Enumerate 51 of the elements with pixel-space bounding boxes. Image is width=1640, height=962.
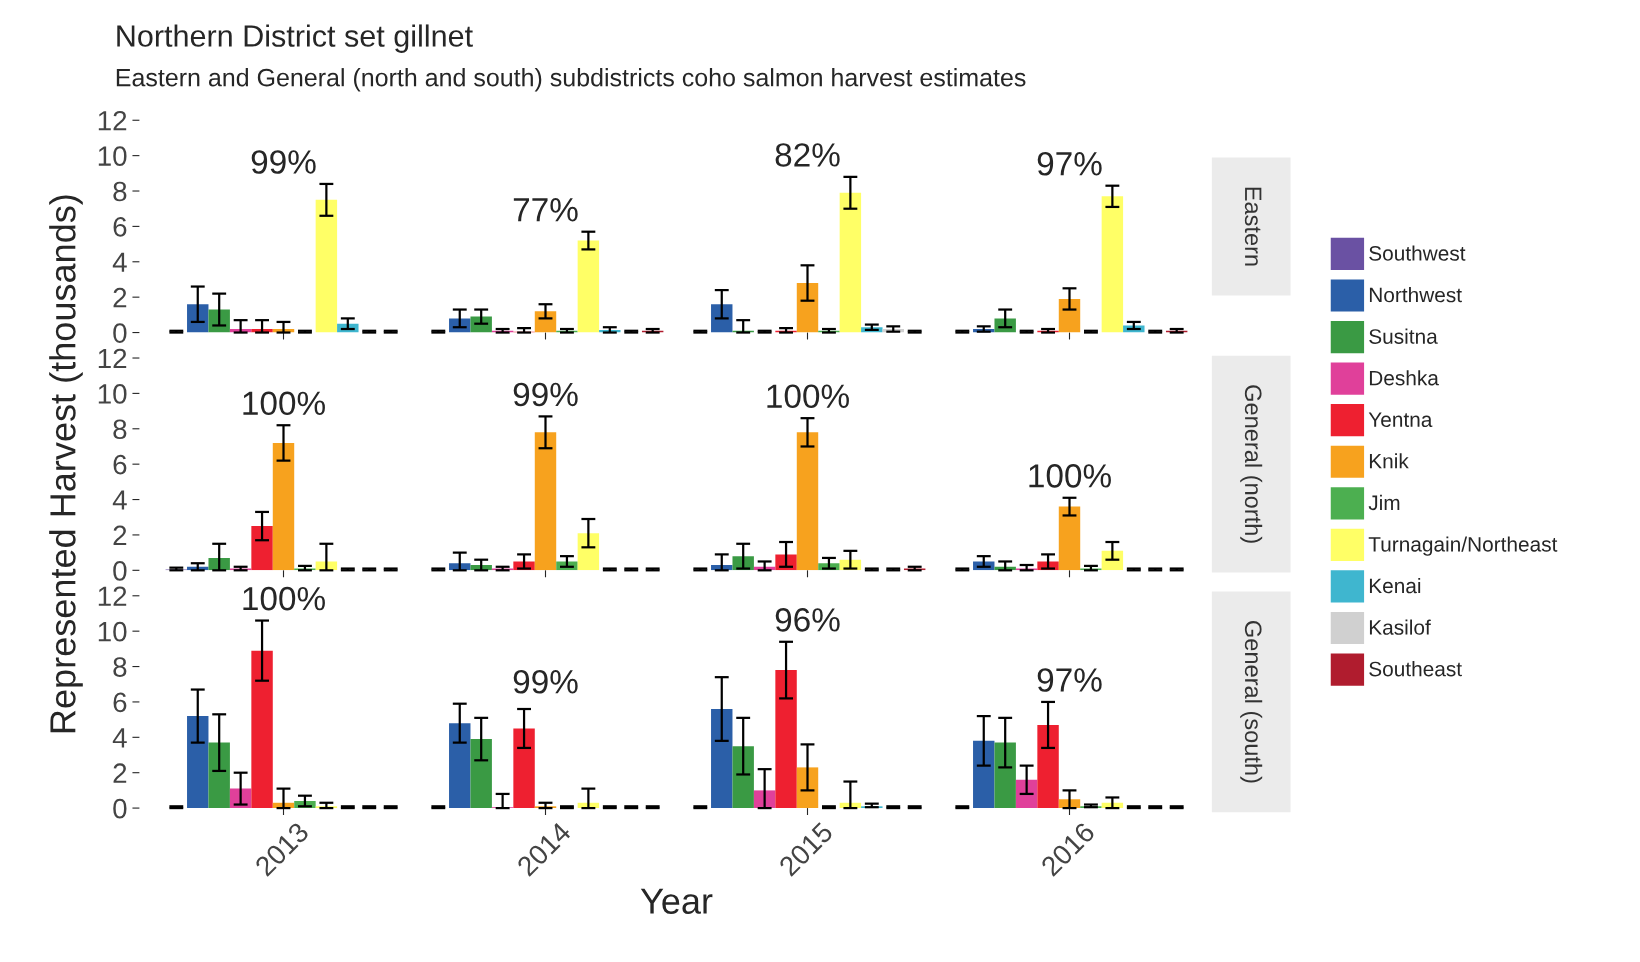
y-tick-label: 4 xyxy=(112,252,127,272)
legend-label: Susitna xyxy=(1369,328,1438,344)
y-tick-label: 0 xyxy=(113,560,127,581)
y2-axis-title: General (north) xyxy=(1240,385,1263,543)
legend-label: Southeast xyxy=(1369,661,1462,677)
legend-label: Yentna xyxy=(1368,412,1433,428)
legend-label: Kenai xyxy=(1369,577,1421,594)
annotation: 100% xyxy=(243,586,325,611)
legend-label: Southwest xyxy=(1369,245,1466,261)
annotation: 99% xyxy=(513,669,578,694)
y-tick-label: 12 xyxy=(98,586,127,606)
y2-axis-title: Eastern xyxy=(1244,187,1262,266)
y-tick-label: 6 xyxy=(113,217,127,237)
y-tick-label: 10 xyxy=(98,621,127,642)
y-tick-label: 0 xyxy=(113,798,127,819)
annotation: 100% xyxy=(767,384,849,409)
legend-label: Deshka xyxy=(1369,370,1439,386)
legend-label: Northwest xyxy=(1369,287,1462,303)
annotation: 100% xyxy=(1029,464,1111,488)
annotation: 77% xyxy=(513,198,578,222)
y-tick-label: 6 xyxy=(113,454,127,475)
chart-title: Northern District set gillnet xyxy=(117,24,473,53)
y-tick-label: 6 xyxy=(113,692,127,713)
chart-subtitle: Eastern and General (north and south) subdistricts coho salmon harvest estimates xyxy=(116,68,1026,92)
y-tick-label: 12 xyxy=(98,348,127,369)
annotation: 96% xyxy=(775,608,840,632)
legend-label: Kasilof xyxy=(1369,619,1431,635)
y-tick-label: 8 xyxy=(113,181,127,202)
y-tick-label: 12 xyxy=(98,110,127,131)
y-tick-label: 8 xyxy=(113,657,127,677)
y-tick-label: 2 xyxy=(113,525,127,545)
legend-label: Jim xyxy=(1368,494,1400,511)
y-tick-label: 2 xyxy=(113,287,127,308)
y-tick-label: 10 xyxy=(98,146,127,166)
annotation: 100% xyxy=(243,391,325,416)
y-tick-label: 2 xyxy=(113,763,127,783)
y-tick-label: 10 xyxy=(98,384,127,404)
y-tick-label: 4 xyxy=(112,728,127,748)
annotation: 99% xyxy=(513,382,578,407)
y-tick-label: 0 xyxy=(113,323,127,343)
annotation: 97% xyxy=(1037,668,1102,692)
legend-label: Turnagain/Northeast xyxy=(1368,536,1558,556)
annotation: 82% xyxy=(775,143,840,167)
annotation: 99% xyxy=(251,150,316,174)
y2-axis-title: General (south) xyxy=(1240,621,1263,783)
y-tick-label: 4 xyxy=(112,490,127,510)
y-tick-label: 8 xyxy=(113,419,127,440)
x-axis-title: Year xyxy=(640,888,713,914)
y-axis-title: Represented Harvest (thousands) xyxy=(49,195,83,733)
legend-label: Knik xyxy=(1369,453,1409,469)
annotation: 97% xyxy=(1037,151,1102,176)
